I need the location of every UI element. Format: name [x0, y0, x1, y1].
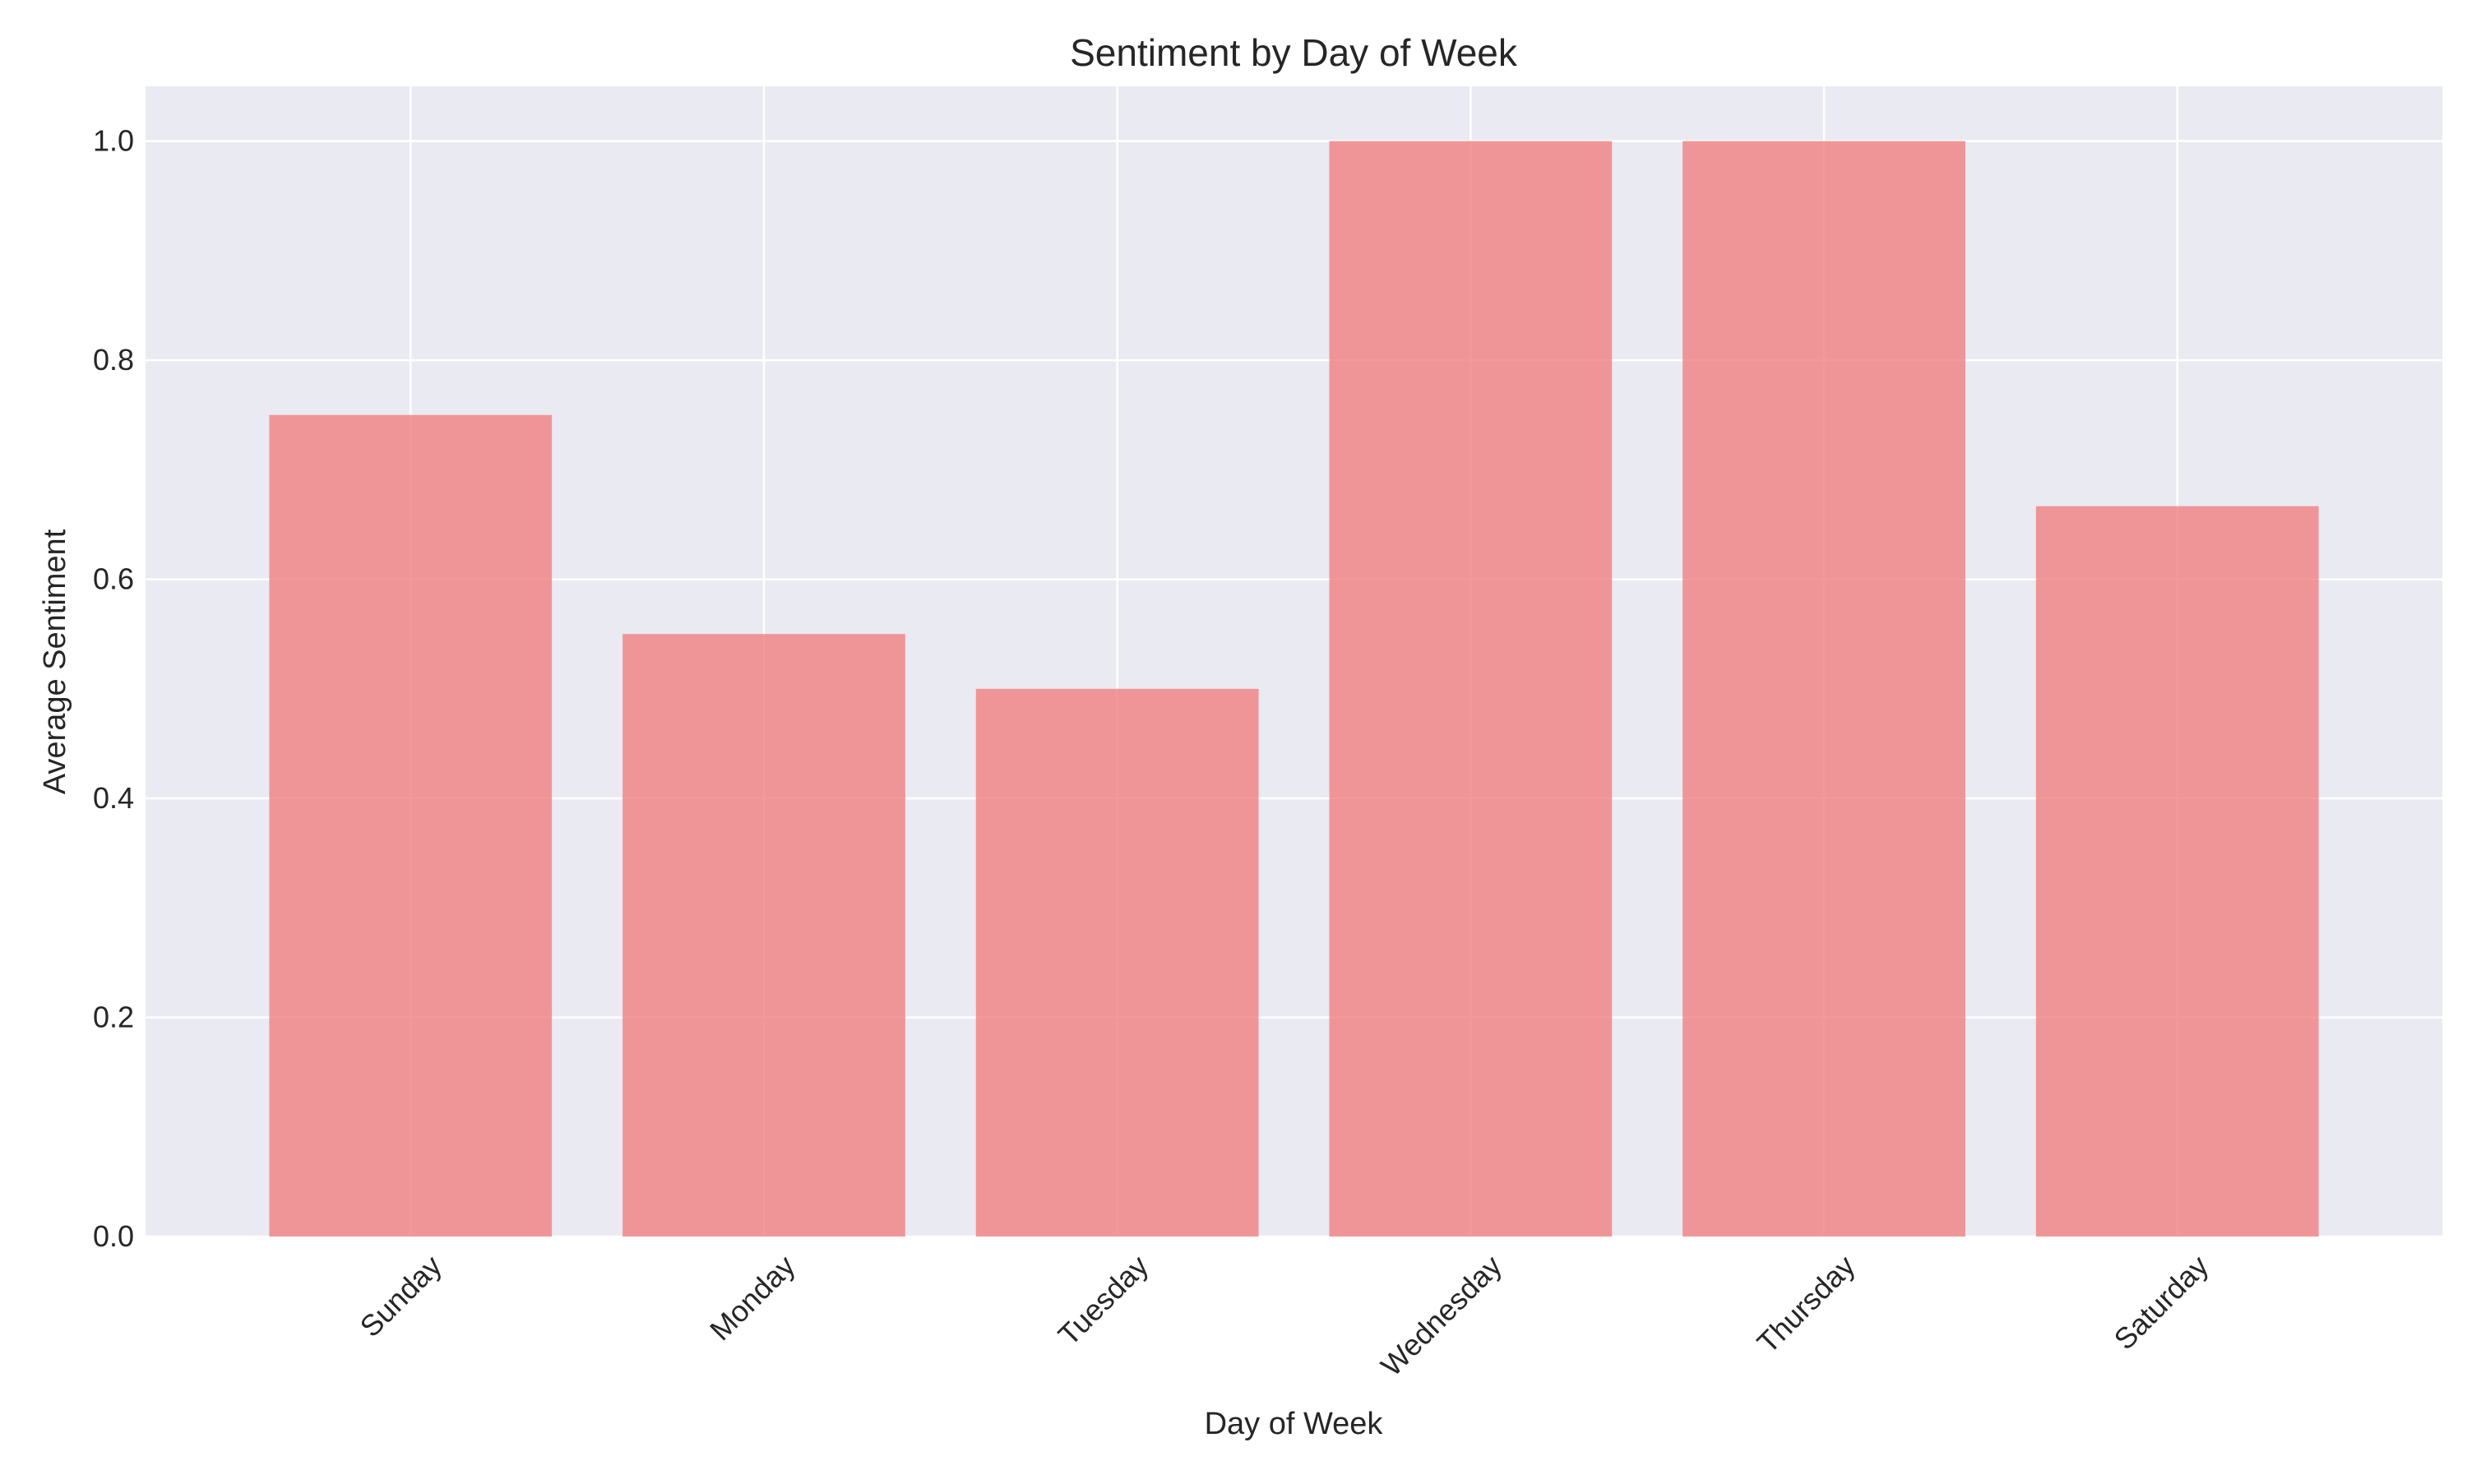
x-tick-label: Sunday	[354, 1249, 448, 1343]
y-axis-label: Average Sentiment	[38, 529, 72, 794]
y-tick-label: 0.2	[93, 1001, 134, 1034]
bar-sunday	[269, 414, 553, 1237]
x-tick-labels: Sunday Monday Tuesday Wednesday Thursday Satu…	[354, 1249, 2215, 1383]
y-tick-label: 0.4	[93, 781, 134, 815]
bars	[269, 141, 2319, 1237]
chart-title: Sentiment by Day of Week	[1070, 31, 1518, 74]
x-tick-label: Saturday	[2108, 1249, 2215, 1357]
y-tick-label: 0.6	[93, 562, 134, 596]
bar-tuesday	[975, 688, 1259, 1237]
x-tick-label: Tuesday	[1052, 1249, 1155, 1352]
x-axis-label: Day of Week	[1205, 1407, 1384, 1441]
bar-wednesday	[1329, 141, 1613, 1237]
y-tick-label: 1.0	[93, 124, 134, 158]
y-tick-labels: 0.0 0.2 0.4 0.6 0.8 1.0	[93, 124, 134, 1253]
bar-saturday	[2035, 506, 2319, 1237]
bar-thursday	[1682, 141, 1965, 1237]
x-tick-label: Wednesday	[1374, 1249, 1508, 1383]
y-tick-label: 0.0	[93, 1219, 134, 1253]
y-tick-label: 0.8	[93, 343, 134, 377]
bar-monday	[623, 634, 905, 1237]
x-tick-label: Monday	[703, 1249, 802, 1348]
x-tick-label: Thursday	[1751, 1249, 1862, 1360]
